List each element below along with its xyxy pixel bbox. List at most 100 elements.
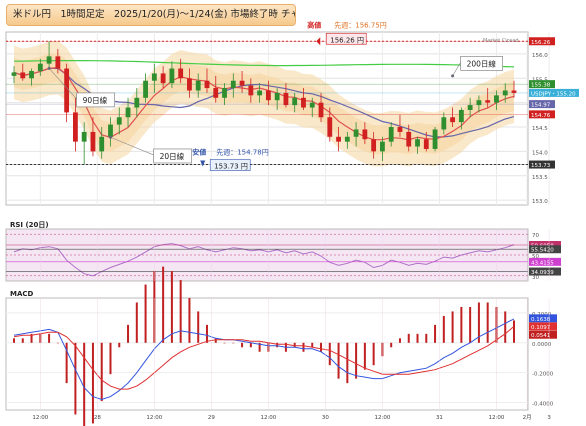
macd-hist-bar: [363, 342, 366, 370]
macd-hist-bar: [48, 333, 51, 343]
macd-hist-bar: [65, 342, 68, 384]
macd-ytick-label: 0.0000: [532, 342, 552, 348]
candle-body: [309, 102, 315, 108]
candle-body: [99, 136, 105, 152]
macd-hist-bar: [21, 338, 24, 343]
macd-hist-bar: [477, 302, 480, 343]
macd-hist-bar: [241, 342, 244, 348]
macd-hist-bar: [425, 333, 428, 343]
macd-hist-bar: [13, 338, 15, 343]
price-tag: [529, 80, 555, 89]
macd-hist-bar: [328, 342, 331, 366]
candle-body: [502, 90, 508, 96]
candle-body: [397, 127, 403, 132]
candle-body: [11, 72, 17, 76]
main-ytick-label: 153.5: [532, 175, 548, 181]
candle-body: [160, 73, 166, 84]
candle-body: [353, 129, 359, 137]
market-status-text: Market Closed: [483, 38, 519, 44]
candle-body: [283, 92, 289, 106]
price-tag-text: 153.73: [531, 163, 551, 169]
candle-body: [72, 112, 78, 142]
candle-body: [441, 117, 447, 130]
candle-body: [125, 107, 131, 118]
macd-hist-bar: [100, 342, 103, 402]
macd-hist-bar: [249, 342, 252, 348]
macd-hist-bar: [513, 320, 515, 343]
candle-body: [432, 129, 438, 149]
macd-hist-bar: [83, 342, 86, 426]
rsi-level-text: 34.0939: [531, 270, 554, 276]
candle-body: [274, 92, 280, 101]
macd-hist-bar: [188, 298, 191, 343]
candle-body: [458, 109, 464, 123]
xaxis-label: 31: [436, 415, 443, 421]
candle-body: [20, 72, 26, 79]
ma200-callout-box: [460, 56, 503, 71]
macd-hist-bar: [127, 324, 130, 343]
macd-hist-bar: [135, 302, 138, 343]
xaxis-label: 2月: [523, 414, 532, 421]
candle-body: [178, 68, 184, 79]
macd-hist-bar: [144, 284, 147, 343]
candle-body: [90, 131, 96, 152]
macd-hist-bar: [232, 342, 235, 344]
candle-body: [195, 80, 201, 91]
macd-hist-bar: [442, 315, 445, 343]
ma20-callout-dot: [108, 135, 112, 139]
price-tag-text: USDJPY・155.20: [531, 91, 576, 97]
candle-body: [55, 56, 61, 69]
price-tag: [529, 88, 579, 97]
macd-hist-bar: [197, 311, 200, 343]
candle-body: [336, 136, 341, 142]
macd-hist-bar: [372, 342, 375, 366]
price-tag-text: 155.38: [531, 83, 551, 89]
high-value-text: 156.26 円: [330, 36, 364, 44]
candle-body: [301, 97, 306, 108]
ma200-callout-dot: [451, 74, 455, 78]
macd-hist-bar: [486, 302, 489, 343]
candle-body: [371, 139, 377, 152]
macd-hist-bar: [91, 342, 94, 424]
macd-hist-bar: [460, 306, 463, 343]
candle-body: [511, 90, 517, 93]
macd-hist-bar: [170, 271, 173, 343]
ma200-line: [13, 59, 515, 68]
macd-ytick-label: -0.4000: [532, 402, 554, 408]
candle-body: [388, 127, 394, 142]
macd-ytick-label: -0.2000: [532, 372, 554, 378]
candle-body: [37, 63, 43, 71]
macd-hist-bar: [109, 342, 112, 375]
candle-body: [116, 117, 122, 125]
xaxis-label: 12:00: [260, 415, 276, 421]
macd-hist-bar: [56, 342, 59, 344]
macd-level-text: 0.0541: [531, 333, 550, 339]
main-ytick-label: 154.5: [532, 126, 548, 132]
macd-hist-bar: [416, 333, 419, 343]
candle-body: [187, 78, 192, 91]
macd-hist-bar: [118, 342, 121, 348]
candle-body: [485, 100, 491, 103]
price-tag-text: 154.76: [531, 113, 551, 119]
high-prev-label: 先週：156.75円: [334, 20, 387, 29]
macd-level-tag: [529, 314, 557, 323]
macd-level-text: 0.1638: [531, 317, 551, 323]
macd-hist-bar: [30, 333, 33, 343]
rsi-level-tag: [529, 241, 561, 250]
macd-hist-bar: [162, 266, 165, 343]
macd-hist-bar: [407, 333, 410, 343]
macd-hist-bar: [504, 311, 507, 343]
ma90-callout-text: 90日線: [83, 95, 108, 105]
candle-body: [29, 70, 34, 79]
macd-hist-bar: [311, 342, 314, 348]
candle-body: [213, 88, 219, 98]
candle-body: [406, 131, 412, 147]
macd-hist-bar: [469, 306, 472, 343]
rsi-level-text: 43.4155: [531, 260, 554, 266]
low-prev-label: 先週：154.78円: [216, 148, 268, 157]
macd-hist-bar: [302, 342, 305, 352]
rsi-level-text: 55.5420: [531, 248, 554, 254]
candle-body: [64, 68, 70, 113]
